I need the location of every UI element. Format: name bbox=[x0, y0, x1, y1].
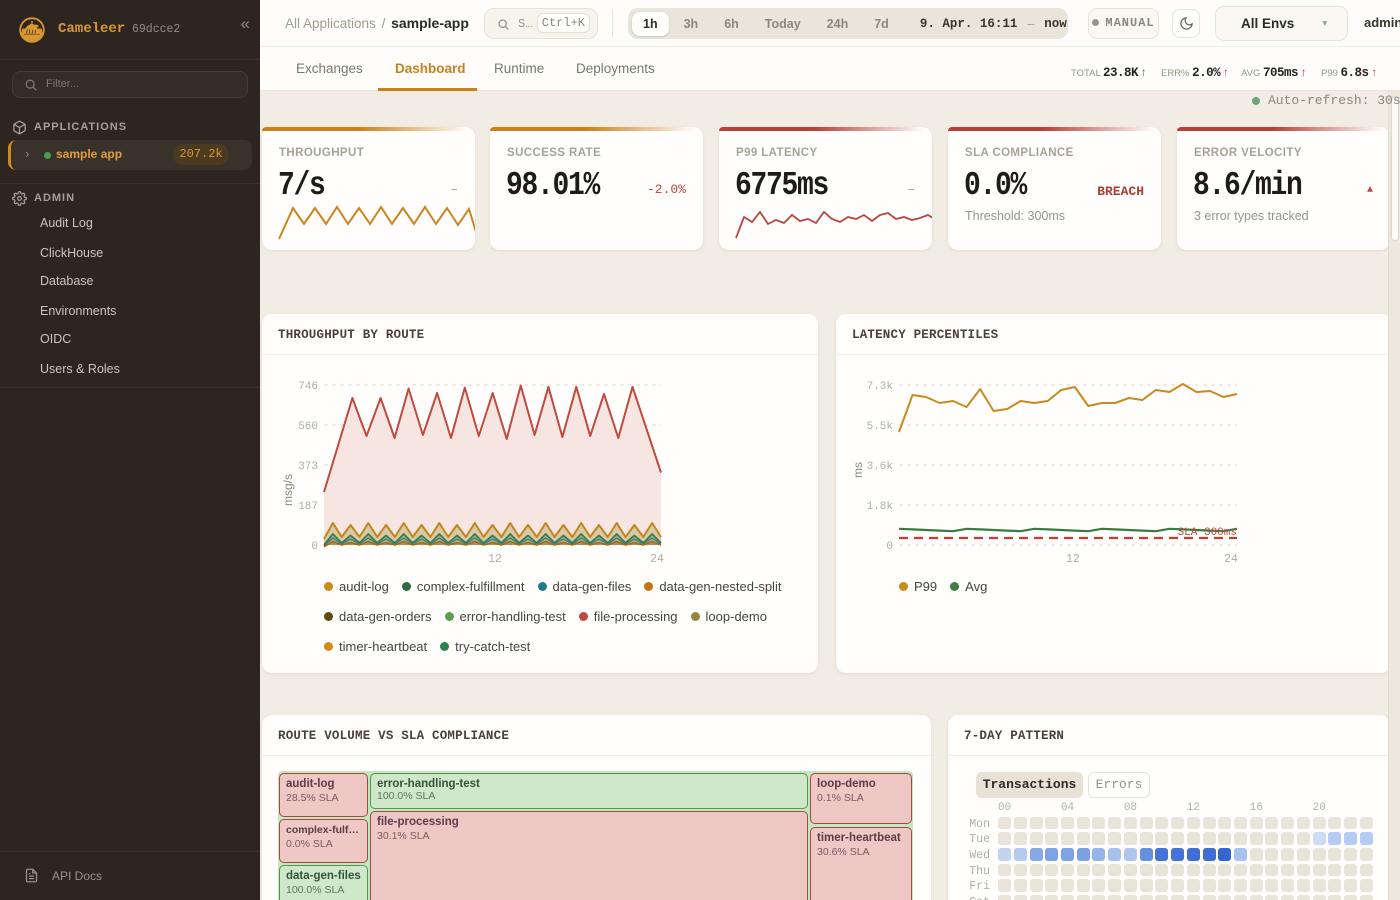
svg-text:ms: ms bbox=[851, 462, 865, 478]
svg-text:SLA 300ms: SLA 300ms bbox=[1178, 527, 1237, 539]
svg-text:373: 373 bbox=[298, 461, 318, 473]
svg-text:3.6k: 3.6k bbox=[867, 461, 894, 473]
svg-text:7.3k: 7.3k bbox=[867, 381, 894, 393]
svg-text:0: 0 bbox=[311, 541, 318, 553]
svg-text:560: 560 bbox=[298, 421, 318, 433]
svg-text:187: 187 bbox=[298, 501, 318, 513]
svg-text:1.8k: 1.8k bbox=[867, 501, 894, 513]
svg-text:0: 0 bbox=[886, 541, 893, 553]
svg-text:12: 12 bbox=[488, 553, 502, 566]
svg-text:746: 746 bbox=[298, 381, 318, 393]
svg-text:12: 12 bbox=[1066, 553, 1080, 566]
svg-text:24: 24 bbox=[1224, 553, 1238, 566]
svg-text:msg/s: msg/s bbox=[281, 474, 295, 506]
svg-text:5.5k: 5.5k bbox=[867, 421, 894, 433]
svg-text:24: 24 bbox=[650, 553, 664, 566]
